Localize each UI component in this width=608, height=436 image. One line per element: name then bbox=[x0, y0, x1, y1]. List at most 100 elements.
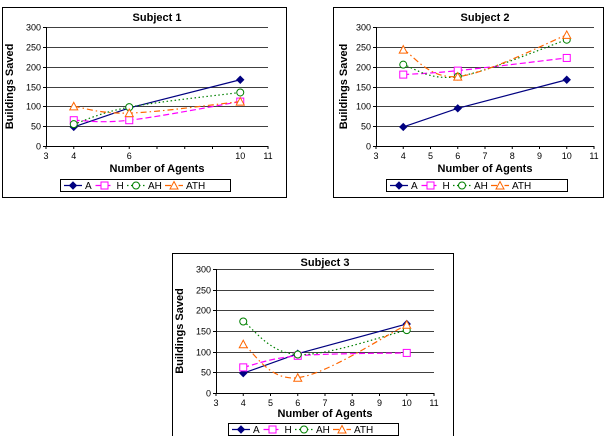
legend: A H AH ATH bbox=[386, 179, 568, 192]
legend-label: H bbox=[443, 181, 450, 192]
legend-item-ath: ATH bbox=[491, 180, 531, 192]
data-point-ath bbox=[238, 339, 249, 349]
legend-label: ATH bbox=[354, 425, 373, 436]
series-line-h bbox=[403, 57, 567, 76]
x-tick-label: 4 bbox=[71, 151, 76, 161]
legend-item-h: H bbox=[95, 181, 124, 192]
legend-label: A bbox=[253, 425, 260, 436]
chart-frame bbox=[333, 7, 604, 198]
data-point-ath bbox=[561, 29, 572, 39]
legend: A H AH ATH bbox=[228, 423, 399, 436]
legend-item-ath: ATH bbox=[165, 180, 205, 192]
legend-marker bbox=[169, 180, 179, 190]
data-point-ah bbox=[293, 350, 302, 359]
y-tick-label: 150 bbox=[196, 327, 211, 337]
x-tick-label: 6 bbox=[455, 151, 460, 161]
y-tick-label: 50 bbox=[31, 122, 41, 132]
y-tick-label: 50 bbox=[201, 368, 211, 378]
data-point-ah bbox=[69, 120, 78, 129]
x-tick-label: 7 bbox=[482, 151, 487, 161]
x-tick-label: 8 bbox=[510, 151, 515, 161]
y-tick-label: 150 bbox=[26, 83, 41, 93]
series-a bbox=[399, 75, 571, 132]
x-tick-label: 10 bbox=[562, 151, 572, 161]
data-point-h bbox=[399, 70, 408, 79]
x-axis-label: Number of Agents bbox=[278, 408, 373, 420]
chart-title: Subject 1 bbox=[133, 12, 182, 24]
data-point-ath bbox=[401, 319, 412, 329]
data-point-ath bbox=[68, 101, 79, 111]
x-tick-label: 3 bbox=[213, 398, 218, 408]
data-point-ath bbox=[398, 44, 409, 54]
y-axis-label: Buildings Saved bbox=[4, 44, 16, 130]
x-axis-label: Number of Agents bbox=[438, 163, 533, 175]
legend-item-a: A bbox=[390, 181, 418, 192]
legend-marker bbox=[300, 425, 308, 434]
legend-item-h: H bbox=[263, 425, 292, 436]
x-tick-label: 10 bbox=[402, 398, 412, 408]
y-tick-label: 200 bbox=[26, 63, 41, 73]
x-tick-label: 3 bbox=[373, 151, 378, 161]
y-tick-label: 0 bbox=[36, 142, 41, 152]
x-axis-label: Number of Agents bbox=[110, 163, 205, 175]
y-tick-label: 250 bbox=[26, 43, 41, 53]
data-point-ath bbox=[235, 96, 246, 106]
data-point-h bbox=[562, 53, 571, 62]
legend-marker bbox=[132, 181, 140, 190]
chart-title: Subject 3 bbox=[301, 257, 350, 269]
x-tick-label: 9 bbox=[377, 398, 382, 408]
legend-label: H bbox=[117, 181, 124, 192]
legend-marker bbox=[268, 425, 277, 434]
legend-item-a: A bbox=[232, 425, 260, 436]
y-tick-label: 300 bbox=[26, 23, 41, 33]
x-tick-label: 5 bbox=[268, 398, 273, 408]
legend-marker bbox=[394, 181, 404, 190]
legend-item-ah: AH bbox=[453, 181, 488, 192]
x-tick-label: 6 bbox=[127, 151, 132, 161]
data-point-ah bbox=[236, 88, 245, 97]
y-tick-label: 150 bbox=[356, 83, 371, 93]
y-tick-label: 50 bbox=[361, 122, 371, 132]
chart-frame bbox=[172, 253, 454, 436]
data-point-ath bbox=[124, 108, 135, 118]
series-line-h bbox=[73, 100, 241, 123]
y-tick-label: 0 bbox=[206, 389, 211, 399]
legend-label: AH bbox=[148, 181, 162, 192]
y-tick-label: 250 bbox=[196, 286, 211, 296]
series-line-ath bbox=[73, 100, 241, 114]
legend-item-ath: ATH bbox=[333, 424, 373, 436]
legend-label: A bbox=[85, 181, 92, 192]
x-tick-label: 7 bbox=[322, 398, 327, 408]
legend-marker bbox=[495, 180, 505, 190]
series-h bbox=[399, 53, 571, 79]
series-ath bbox=[68, 96, 246, 118]
legend-item-ah: AH bbox=[127, 181, 162, 192]
y-axis-label: Buildings Saved bbox=[174, 288, 186, 374]
y-tick-label: 0 bbox=[366, 142, 371, 152]
data-point-a bbox=[562, 75, 571, 84]
legend-marker bbox=[100, 181, 109, 190]
x-tick-label: 10 bbox=[235, 151, 245, 161]
legend-marker bbox=[337, 424, 347, 434]
y-tick-label: 200 bbox=[196, 306, 211, 316]
x-tick-label: 8 bbox=[350, 398, 355, 408]
series-ath bbox=[238, 319, 412, 382]
legend-marker bbox=[236, 425, 246, 434]
data-point-h bbox=[402, 348, 411, 357]
legend-marker bbox=[426, 181, 435, 190]
legend: A H AH ATH bbox=[60, 179, 231, 192]
x-tick-label: 9 bbox=[537, 151, 542, 161]
data-point-h bbox=[239, 363, 248, 372]
series-line-h bbox=[243, 352, 407, 368]
y-tick-label: 300 bbox=[356, 23, 371, 33]
series-line-ath bbox=[242, 324, 408, 379]
data-point-ath bbox=[452, 71, 463, 81]
legend-label: ATH bbox=[512, 181, 531, 192]
data-point-a bbox=[453, 104, 462, 113]
data-point-a bbox=[399, 122, 408, 132]
y-tick-label: 200 bbox=[356, 63, 371, 73]
legend-label: ATH bbox=[186, 181, 205, 192]
x-tick-label: 3 bbox=[43, 151, 48, 161]
